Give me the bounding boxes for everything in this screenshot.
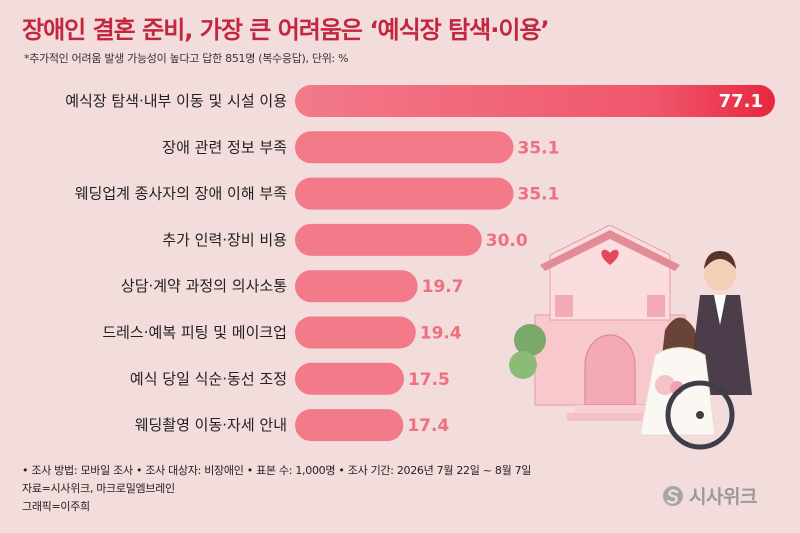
chart-subtitle: *추가적인 어려움 발생 가능성이 높다고 답한 851명 (복수응답), 단위… (24, 52, 349, 65)
value-label: 35.1 (518, 138, 560, 158)
bar-5 (295, 270, 418, 303)
bar-7 (295, 362, 404, 395)
sisaweek-logo-icon (663, 485, 683, 506)
bar-4 (295, 223, 482, 256)
value-label: 30.0 (486, 231, 528, 251)
bar-8 (295, 409, 404, 442)
value-label: 17.4 (407, 416, 449, 436)
category-label: 예식 당일 식순·동선 조정 (130, 370, 287, 388)
chart-title: 장애인 결혼 준비, 가장 큰 어려움은 ‘예식장 탐색·이용’ (22, 16, 550, 44)
category-label: 드레스·예복 피팅 및 메이크업 (102, 324, 287, 342)
wheelchair-couple-illustration (639, 251, 752, 450)
bar-2 (295, 131, 514, 164)
category-label: 웨딩업계 종사자의 장애 이해 부족 (75, 185, 287, 203)
category-label: 장애 관련 정보 부족 (162, 138, 287, 156)
value-label: 17.5 (408, 370, 450, 390)
value-label: 77.1 (719, 91, 763, 112)
bar-3 (295, 177, 514, 210)
value-label: 35.1 (518, 185, 560, 205)
bar-1 (295, 85, 775, 117)
logo-text: 시사위크 (689, 486, 757, 508)
survey-method-note: • 조사 방법: 모바일 조사 • 조사 대상자: 비장애인 • 표본 수: 1… (22, 464, 532, 477)
category-label: 상담·계약 과정의 의사소통 (121, 277, 287, 295)
graphic-credit: 그래픽=이주희 (22, 500, 90, 513)
category-label: 웨딩촬영 이동·자세 안내 (135, 416, 287, 434)
category-label: 추가 인력·장비 비용 (162, 231, 287, 249)
bar-chart: 예식장 탐색·내부 이동 및 시설 이용 77.1 장애 관련 정보 부족 35.1 웨… (65, 85, 775, 442)
source-credit: 자료=시사위크, 마크로밀엠브레인 (22, 482, 175, 495)
bar-6 (295, 316, 416, 349)
value-label: 19.7 (422, 277, 464, 297)
value-label: 19.4 (420, 324, 462, 344)
wedding-illustration (509, 225, 752, 450)
sisaweek-logo: 시사위크 (662, 482, 757, 509)
category-label: 예식장 탐색·내부 이동 및 시설 이용 (65, 92, 287, 110)
